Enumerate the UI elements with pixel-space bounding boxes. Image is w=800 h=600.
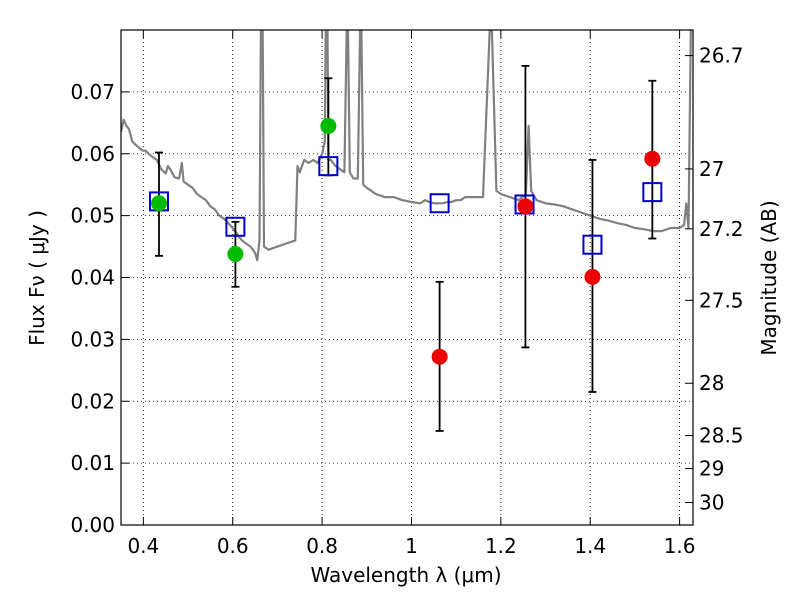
upper-limit-point	[517, 198, 534, 215]
model-spectrum-line	[121, 30, 692, 262]
detection-point	[150, 195, 167, 212]
upper-limit-point	[644, 150, 661, 167]
detection-point	[320, 117, 337, 134]
grid-lines	[121, 30, 693, 525]
x-tick-label: 1.2	[485, 534, 517, 558]
detection-point	[227, 245, 244, 262]
axis-ticks: 0.4 0.6 0.8 1 1.2 1.4 1.6 0.00 0.01 0.02 0.03 0.04 0…	[70, 30, 744, 558]
x-tick-label: 0.6	[217, 534, 249, 558]
x-tick-label: 1.6	[664, 534, 696, 558]
model-photometry-square	[225, 216, 246, 237]
y2-axis-title: Magnitude (AB)	[757, 200, 781, 355]
model-photometry-square	[429, 193, 450, 214]
data-markers	[148, 117, 663, 365]
y2-tick-label: 26.7	[699, 44, 744, 68]
y-tick-label: 0.05	[70, 204, 115, 228]
x-tick-label: 1	[405, 534, 418, 558]
model-spectrum-layer	[121, 30, 692, 262]
y-tick-label: 0.03	[70, 327, 115, 351]
y2-tick-label: 27	[699, 157, 724, 181]
y2-tick-label: 27.2	[699, 217, 744, 241]
y-tick-label: 0.00	[70, 513, 115, 537]
y2-tick-label: 27.5	[699, 288, 744, 312]
model-photometry-square	[318, 156, 339, 177]
model-photometry-square	[642, 182, 663, 203]
y-tick-label: 0.04	[70, 266, 115, 290]
y2-tick-label: 28.5	[699, 424, 744, 448]
x-tick-label: 0.4	[127, 534, 159, 558]
y2-tick-label: 29	[699, 457, 724, 481]
y-tick-label: 0.02	[70, 389, 115, 413]
x-tick-label: 0.8	[306, 534, 338, 558]
y2-tick-label: 30	[699, 491, 724, 515]
y-tick-label: 0.07	[70, 80, 115, 104]
upper-limit-point	[584, 268, 601, 285]
y-tick-label: 0.06	[70, 142, 115, 166]
x-tick-label: 1.4	[574, 534, 606, 558]
upper-limit-point	[431, 348, 448, 365]
y-tick-label: 0.01	[70, 451, 115, 475]
x-axis-title: Wavelength λ (μm)	[310, 563, 501, 587]
y-axis-title: Flux Fν ( μJy )	[25, 210, 49, 346]
model-photometry-square	[582, 234, 603, 255]
y2-tick-label: 28	[699, 371, 724, 395]
